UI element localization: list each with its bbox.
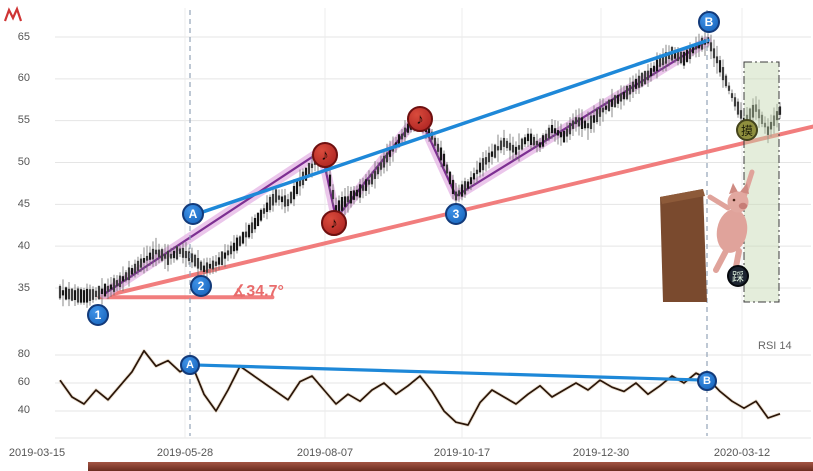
- wave-point-1-marker[interactable]: 1: [87, 304, 109, 326]
- price-axis-label: 45: [17, 198, 30, 210]
- trend-point-b-marker[interactable]: B: [698, 11, 720, 33]
- logo-mark: [3, 6, 23, 22]
- rsi-indicator-label: RSI 14: [758, 340, 792, 352]
- rsi-axis-label: 60: [17, 376, 30, 388]
- music-note-marker[interactable]: ♪: [321, 210, 347, 236]
- date-axis-label: 2019-05-28: [156, 447, 214, 459]
- step-down-badge[interactable]: 踩: [727, 265, 749, 287]
- rsi-trendline-ab[interactable]: [188, 363, 709, 382]
- trend-point-a-marker[interactable]: A: [182, 203, 204, 225]
- wave-point-3-marker[interactable]: 3: [445, 203, 467, 225]
- price-axis-label: 35: [17, 282, 30, 294]
- date-axis-label: 2019-10-17: [433, 447, 491, 459]
- top-touch-badge[interactable]: 摸: [736, 119, 758, 141]
- date-axis-label: 2019-03-15: [8, 447, 66, 459]
- date-axis-label: 2019-08-07: [296, 447, 354, 459]
- music-note-marker[interactable]: ♪: [407, 106, 433, 132]
- pig-climbing-cliff-illustration: [660, 169, 755, 302]
- rsi-axis-label: 80: [17, 348, 30, 360]
- bottom-bar[interactable]: [88, 462, 813, 471]
- angle-annotation[interactable]: ∡34.7°: [232, 283, 284, 300]
- date-axis-label: 2020-03-12: [713, 447, 771, 459]
- price-axis-label: 60: [17, 72, 30, 84]
- price-axis-label: 50: [17, 156, 30, 168]
- rsi-point-b-marker[interactable]: B: [697, 371, 717, 391]
- music-note-marker[interactable]: ♪: [312, 142, 338, 168]
- rsi-axis-label: 40: [17, 404, 30, 416]
- wave-point-2-marker[interactable]: 2: [190, 275, 212, 297]
- rsi-series-line: [58, 349, 781, 427]
- price-axis-label: 40: [17, 240, 30, 252]
- trendline-ab[interactable]: [191, 38, 710, 217]
- price-axis-label: 65: [17, 31, 30, 43]
- price-axis-label: 55: [17, 114, 30, 126]
- date-axis-label: 2019-12-30: [572, 447, 630, 459]
- rsi-point-a-marker[interactable]: A: [180, 355, 200, 375]
- candles-layer: [58, 27, 782, 308]
